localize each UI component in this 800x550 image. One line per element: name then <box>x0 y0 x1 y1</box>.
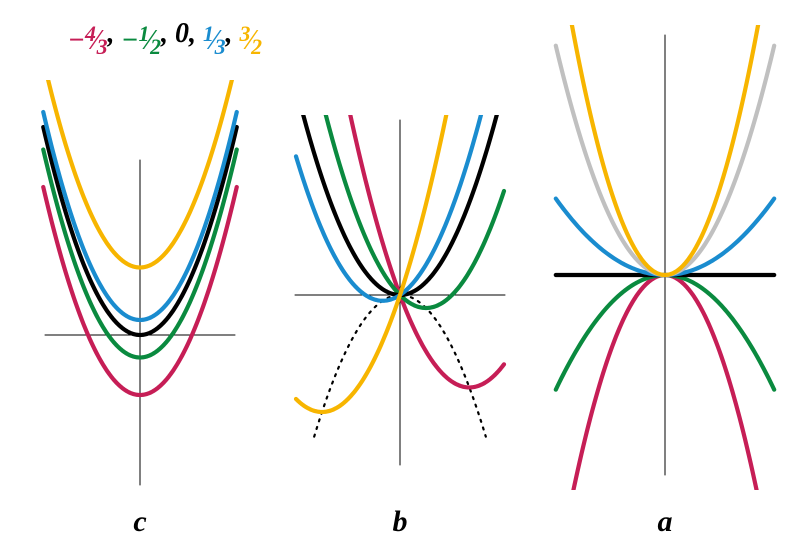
plot-label-a: a <box>645 505 685 539</box>
legend-item: −1⁄2 <box>122 18 162 49</box>
legend-item: 1⁄3 <box>203 18 226 49</box>
plot-b <box>275 115 525 485</box>
plot-label-b: b <box>380 505 420 539</box>
legend-item: −4⁄3 <box>68 18 108 49</box>
plot-c <box>25 80 255 490</box>
legend-item: 3⁄2 <box>240 18 263 49</box>
plot-label-c: c <box>120 505 160 539</box>
parameter-legend: −4⁄3, −1⁄2, 0, 1⁄3, 3⁄2 <box>68 18 262 57</box>
legend-item: 0 <box>175 18 189 49</box>
plot-a <box>545 25 785 490</box>
axes <box>45 160 235 485</box>
